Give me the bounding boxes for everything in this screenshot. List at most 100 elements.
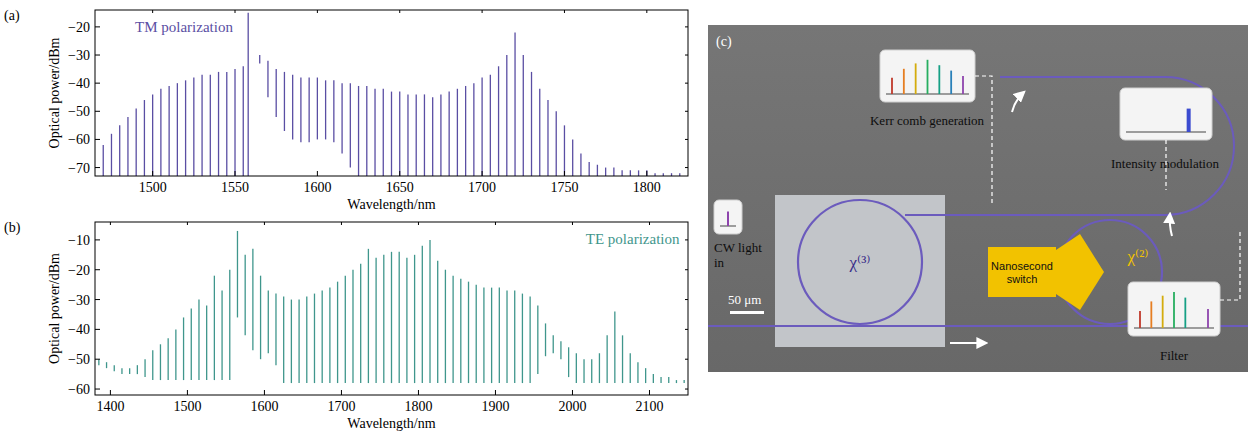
icon-line bbox=[903, 69, 905, 94]
x-tick-label: 2000 bbox=[558, 399, 586, 414]
icon-line bbox=[1207, 309, 1209, 328]
y-tick bbox=[95, 139, 100, 140]
x-tick-label: 1600 bbox=[303, 180, 331, 195]
comb-line bbox=[630, 353, 631, 383]
comb-line bbox=[368, 249, 369, 383]
y-tick bbox=[95, 329, 100, 330]
comb-line bbox=[383, 255, 384, 383]
y-tick-label: −10 bbox=[68, 233, 90, 248]
x-tick-label: 1500 bbox=[173, 399, 201, 414]
icon-line bbox=[927, 60, 929, 94]
comb-line bbox=[160, 344, 161, 380]
comb-line bbox=[144, 100, 145, 176]
y-tick bbox=[95, 269, 100, 270]
x-tick bbox=[649, 390, 650, 395]
icon-line bbox=[1173, 292, 1175, 328]
comb-line bbox=[523, 55, 524, 176]
comb-line bbox=[137, 365, 138, 374]
comb-line bbox=[597, 165, 598, 176]
comb-line bbox=[522, 294, 523, 383]
comb-line bbox=[168, 338, 169, 380]
cladding-window bbox=[775, 195, 945, 347]
comb-line bbox=[306, 297, 307, 384]
comb-line bbox=[119, 125, 120, 176]
icon-line bbox=[915, 63, 917, 94]
y-tick bbox=[685, 269, 688, 270]
comb-line bbox=[210, 75, 211, 176]
ring-label: χ⁽²⁾ bbox=[1127, 247, 1149, 266]
x-tick bbox=[235, 171, 236, 176]
comb-line bbox=[407, 94, 408, 176]
y-tick bbox=[685, 139, 688, 140]
icon-line bbox=[1162, 296, 1164, 328]
comb-line bbox=[314, 294, 315, 383]
y-tick-label: −30 bbox=[68, 293, 90, 308]
comb-line bbox=[432, 97, 433, 176]
comb-line bbox=[383, 89, 384, 176]
comb-line bbox=[201, 75, 202, 176]
comb-line bbox=[622, 335, 623, 383]
x-tick bbox=[572, 390, 573, 395]
marks bbox=[103, 13, 680, 176]
x-tick bbox=[418, 390, 419, 395]
kerr-ring bbox=[798, 200, 922, 324]
icon-line bbox=[727, 212, 729, 226]
comb-line bbox=[591, 359, 592, 383]
comb-line bbox=[399, 252, 400, 383]
x-tick bbox=[187, 222, 188, 225]
comb-line bbox=[645, 368, 646, 383]
comb-line bbox=[553, 335, 554, 353]
comb-line bbox=[613, 168, 614, 176]
comb-line bbox=[298, 300, 299, 384]
comb-line bbox=[568, 347, 569, 377]
comb-line bbox=[121, 368, 122, 374]
flow-arrow bbox=[1170, 214, 1172, 236]
connector bbox=[1220, 232, 1240, 300]
x-tick bbox=[649, 222, 650, 225]
x-tick bbox=[646, 171, 647, 176]
comb-line bbox=[341, 83, 342, 153]
y-tick-label: −50 bbox=[68, 104, 90, 119]
y-tick bbox=[95, 359, 100, 360]
x-tick bbox=[495, 222, 496, 225]
photo-background bbox=[708, 25, 1248, 372]
y-tick bbox=[95, 55, 100, 56]
comb-line bbox=[345, 276, 346, 383]
panel-label: (b) bbox=[4, 220, 21, 236]
icon-axis bbox=[1126, 132, 1206, 133]
comb-line bbox=[98, 359, 99, 365]
comb-line bbox=[350, 83, 351, 167]
panel-label: (a) bbox=[4, 8, 20, 24]
flow-arrow bbox=[950, 342, 986, 344]
stage-label: Kerr comb generation bbox=[870, 113, 985, 128]
y-tick-label: −50 bbox=[68, 352, 90, 367]
comb-line bbox=[545, 323, 546, 356]
comb-line bbox=[198, 300, 199, 381]
comb-line bbox=[638, 170, 639, 176]
comb-line bbox=[111, 134, 112, 176]
comb-line bbox=[308, 78, 309, 143]
comb-line bbox=[547, 100, 548, 176]
figure: 1500155016001650170017501800−70−60−50−40… bbox=[0, 0, 1254, 434]
comb-line bbox=[605, 168, 606, 176]
x-tick bbox=[341, 390, 342, 395]
y-tick bbox=[95, 111, 100, 112]
x-tick bbox=[152, 171, 153, 176]
annotation: TM polarization bbox=[135, 19, 233, 35]
x-tick bbox=[264, 390, 265, 395]
y-tick bbox=[685, 239, 688, 240]
comb-line bbox=[243, 66, 244, 176]
comb-line bbox=[352, 270, 353, 383]
comb-line bbox=[483, 288, 484, 383]
comb-line bbox=[424, 94, 425, 176]
y-tick bbox=[685, 359, 688, 360]
annotation: TE polarization bbox=[586, 231, 680, 247]
x-tick bbox=[495, 390, 496, 395]
x-tick-label: 1550 bbox=[221, 180, 249, 195]
x-tick bbox=[572, 222, 573, 225]
x-tick bbox=[264, 222, 265, 225]
x-tick-label: 1900 bbox=[481, 399, 509, 414]
comb-line bbox=[422, 246, 423, 383]
x-tick bbox=[110, 222, 111, 225]
comb-line bbox=[556, 111, 557, 176]
